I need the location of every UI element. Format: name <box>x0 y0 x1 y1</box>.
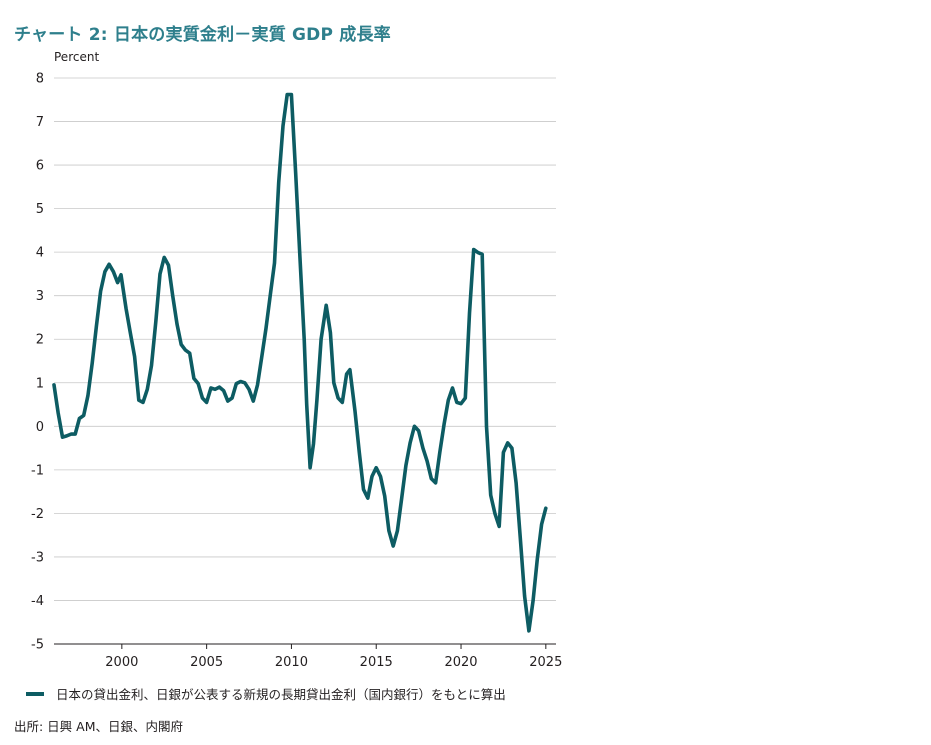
source-note: 出所: 日興 AM、日銀、内閣府 <box>14 719 183 734</box>
y-tick-label: 0 <box>36 420 44 435</box>
x-tick-label: 2015 <box>360 655 393 670</box>
y-tick-label: 3 <box>36 289 44 304</box>
x-axis-ticks: 2000 2005 2010 2015 2020 2025 <box>105 644 562 670</box>
y-tick-label: -3 <box>31 550 44 565</box>
chart-title: チャート 2: 日本の実質金利－実質 GDP 成長率 <box>14 25 391 45</box>
y-tick-label: 5 <box>36 202 44 217</box>
series-group <box>52 92 548 633</box>
y-axis-unit-label: Percent <box>54 50 100 64</box>
x-tick-label: 2020 <box>444 655 477 670</box>
y-axis-ticks: 8 7 6 5 4 3 2 1 0 -1 -2 -3 -4 -5 <box>31 72 44 653</box>
y-tick-label: 1 <box>36 376 44 391</box>
y-tick-label: -2 <box>31 507 44 522</box>
x-tick-label: 2010 <box>275 655 308 670</box>
y-tick-label: 4 <box>36 246 44 261</box>
y-tick-label: 8 <box>36 72 44 87</box>
y-tick-label: 6 <box>36 159 44 174</box>
x-tick-label: 2025 <box>529 655 562 670</box>
series-line <box>52 92 548 633</box>
x-tick-label: 2005 <box>190 655 223 670</box>
legend-swatch <box>26 691 44 696</box>
gridlines <box>54 77 556 645</box>
y-tick-label: -1 <box>31 463 44 478</box>
legend: 日本の貸出金利、日銀が公表する新規の長期貸出金利（国内銀行）をもとに算出 <box>26 684 506 703</box>
x-tick-label: 2000 <box>105 655 138 670</box>
legend-label: 日本の貸出金利、日銀が公表する新規の長期貸出金利（国内銀行）をもとに算出 <box>56 687 506 702</box>
y-tick-label: 2 <box>36 333 44 348</box>
y-tick-label: -5 <box>31 638 44 653</box>
y-tick-label: 7 <box>36 115 44 130</box>
y-tick-label: -4 <box>31 594 44 609</box>
